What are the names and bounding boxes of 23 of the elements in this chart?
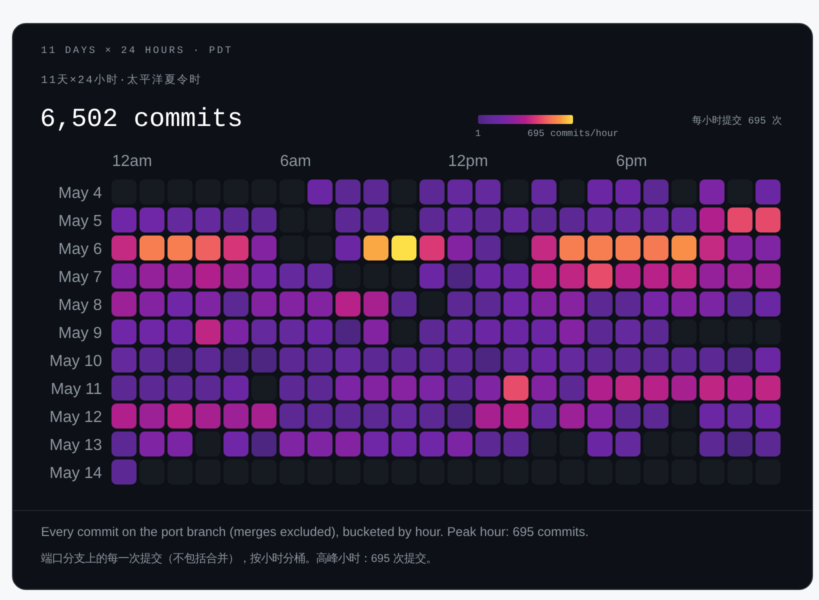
color-bar-label: 695 commits/hour: [527, 128, 619, 139]
text: Every commit on the port branch (merges excluded), bucketed by hour. Peak hour: 695 commits.: [41, 524, 589, 539]
color-bar-title: 每小时提交 695 次: [692, 114, 782, 128]
y-tick-label: May 13: [50, 437, 102, 454]
color-bar-label: 1: [475, 128, 482, 139]
y-tick-label: May 6: [58, 241, 102, 258]
y-tick-label: May 9: [58, 325, 102, 342]
y-tick-label: May 11: [50, 381, 102, 398]
y-tick-label: May 7: [58, 269, 102, 286]
chart-title: 6,502 commits: [40, 104, 243, 134]
y-tick-label: May 14: [50, 465, 102, 482]
x-tick-label: 6pm: [616, 153, 648, 170]
y-tick-label: May 4: [58, 185, 102, 202]
x-tick-label: 12pm: [448, 153, 488, 170]
x-tick-label: 12am: [112, 153, 152, 170]
y-tick-label: May 5: [58, 213, 102, 230]
x-tick-label: 6am: [280, 153, 312, 170]
y-tick-label: May 12: [50, 409, 102, 426]
y-tick-label: May 10: [50, 353, 102, 370]
y-tick-label: May 8: [58, 297, 102, 314]
chart-subtitle: 11 DAYS × 24 HOURS · PDT: [41, 46, 234, 57]
text: 11天×24小时·太平洋夏令时: [41, 75, 202, 87]
text: 端口分支上的每一次提交（不包括合并），按小时分桶。高峰小时：695 次提交。: [41, 553, 437, 565]
